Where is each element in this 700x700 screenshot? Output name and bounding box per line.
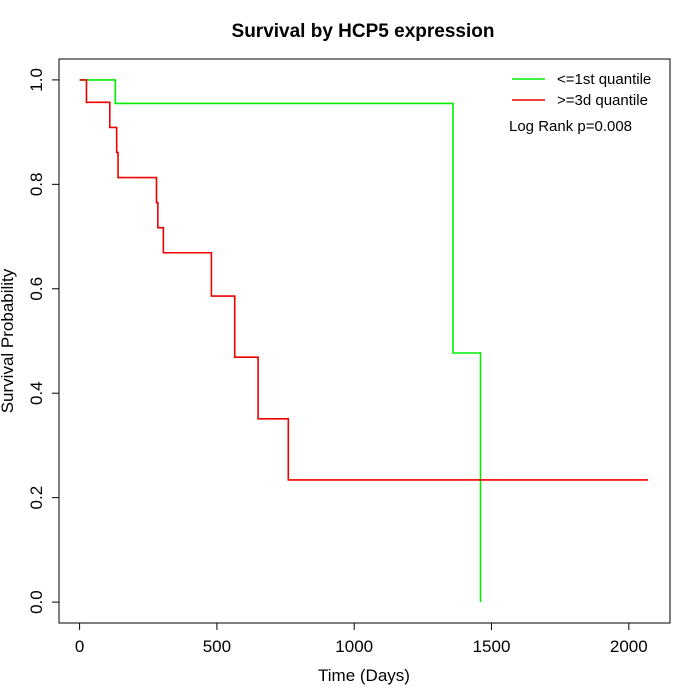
y-axis: 0.0 0.2 0.4 0.6 0.8 1.0 [27, 68, 60, 614]
legend: <=1st quantile >=3d quantile [512, 71, 651, 109]
y-tick-label: 0.8 [27, 173, 46, 197]
x-axis: 0 500 1000 1500 2000 [75, 622, 648, 656]
x-axis-label: Time (Days) [318, 666, 410, 685]
log-rank-annotation: Log Rank p=0.008 [509, 118, 632, 135]
x-tick-label: 0 [75, 637, 84, 656]
x-tick-label: 1000 [335, 637, 373, 656]
legend-label-low: <=1st quantile [557, 71, 651, 88]
x-tick-label: 1500 [473, 637, 511, 656]
y-tick-label: 0.0 [27, 590, 46, 614]
series-high-quantile-curve [79, 79, 649, 481]
x-tick-label: 2000 [610, 637, 648, 656]
y-tick-label: 0.2 [27, 486, 46, 510]
y-axis-label: Survival Probability [0, 268, 17, 413]
y-tick-label: 0.6 [27, 277, 46, 301]
y-tick-label: 1.0 [27, 68, 46, 92]
legend-label-high: >=3d quantile [557, 92, 648, 109]
x-tick-label: 500 [203, 637, 231, 656]
chart-title: Survival by HCP5 expression [232, 21, 495, 42]
plot-series [79, 79, 649, 603]
plot-frame [58, 58, 671, 624]
y-tick-label: 0.4 [27, 381, 46, 405]
series-low-quantile-curve [79, 79, 482, 603]
